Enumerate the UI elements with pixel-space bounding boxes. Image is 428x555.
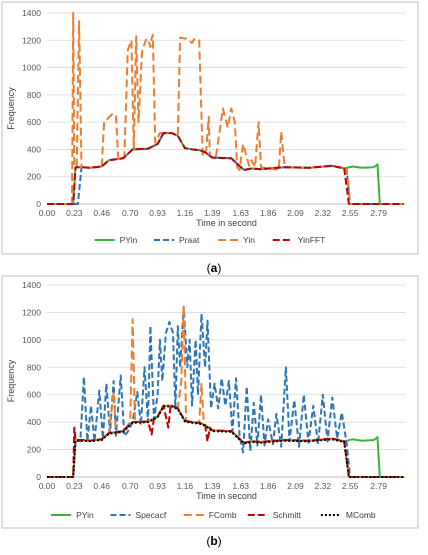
- y-tick-label: 400: [27, 417, 41, 427]
- y-tick-label: 1200: [22, 35, 41, 45]
- x-tick-label: 1.86: [260, 481, 277, 491]
- y-axis-title: Frequency: [6, 87, 16, 130]
- legend: PYin Praat Yin YinFFT: [94, 235, 326, 245]
- x-tick-label: 0.70: [122, 208, 139, 218]
- x-tick-label: 2.09: [287, 481, 304, 491]
- x-tick-label: 0.00: [39, 481, 56, 491]
- series-lines: [47, 12, 404, 205]
- x-tick-label: 1.16: [177, 481, 194, 491]
- x-tick-label: 1.63: [232, 208, 249, 218]
- x-tick-label: 1.39: [204, 208, 221, 218]
- series-line-fcomb: [47, 304, 404, 478]
- chart-panel-a: 0 200 400 600 800 1000 1200 1400 0.00 0.23 0.46 0.7…: [1, 1, 419, 255]
- x-tick-label: 0.23: [66, 481, 83, 491]
- y-tick-label: 600: [27, 390, 41, 400]
- x-tick-label: 2.55: [342, 481, 359, 491]
- y-tick-label: 1400: [22, 8, 41, 18]
- y-tick-label: 0: [36, 199, 41, 209]
- y-tick-label: 400: [27, 144, 41, 154]
- x-tick-label: 0.46: [93, 208, 110, 218]
- caption-a: (a): [207, 261, 222, 275]
- series-line-yinfft: [47, 132, 404, 205]
- legend-item-pyin: PYin: [51, 510, 94, 520]
- x-tick-label: 2.09: [287, 208, 304, 218]
- y-tick-label: 800: [27, 362, 41, 372]
- x-tick-label: 1.63: [232, 481, 249, 491]
- y-tick-label: 1000: [22, 335, 41, 345]
- legend-item-schmitt: Schmitt: [247, 510, 302, 520]
- x-tick-label: 1.86: [260, 208, 277, 218]
- series-lines: [47, 304, 404, 478]
- x-tick-label: 0.93: [149, 481, 166, 491]
- y-tick-label: 1400: [22, 280, 41, 290]
- x-tick-label: 2.79: [370, 481, 387, 491]
- y-tick-label: 200: [27, 172, 41, 182]
- x-tick-label: 2.79: [370, 208, 387, 218]
- legend-item-yinfft: YinFFT: [272, 235, 326, 245]
- x-tick-label: 0.93: [149, 208, 166, 218]
- legend-item-praat: Praat: [154, 235, 200, 245]
- y-tick-label: 1000: [22, 63, 41, 73]
- legend-label: FComb: [209, 510, 237, 520]
- legend-item-yin: Yin: [218, 235, 255, 245]
- legend-item-fcomb: FComb: [183, 510, 237, 520]
- x-tick-label: 0.00: [39, 208, 56, 218]
- legend-label: YinFFT: [298, 235, 326, 245]
- y-tick-label: 200: [27, 445, 41, 455]
- x-tick-label: 2.32: [315, 481, 332, 491]
- x-tick-label: 0.23: [66, 208, 83, 218]
- x-tick-label: 2.55: [342, 208, 359, 218]
- series-line-mcomb: [47, 405, 404, 478]
- y-tick-label: 0: [36, 472, 41, 482]
- y-axis-title: Frequency: [6, 359, 16, 402]
- x-tick-label: 2.32: [315, 208, 332, 218]
- legend-item-pyin: PYin: [94, 235, 138, 245]
- x-tick-label: 0.70: [122, 481, 139, 491]
- x-tick-label: 1.16: [177, 208, 194, 218]
- legend-label: PYin: [120, 235, 138, 245]
- y-tick-label: 600: [27, 117, 41, 127]
- legend-label: Specacf: [136, 510, 167, 520]
- legend-label: Yin: [243, 235, 255, 245]
- legend-item-mcomb: MComb: [320, 510, 376, 520]
- x-tick-label: 1.39: [204, 481, 221, 491]
- y-tick-label: 1200: [22, 307, 41, 317]
- series-line-yin: [47, 12, 404, 205]
- x-axis-title: Time in second: [196, 218, 257, 228]
- y-tick-label: 800: [27, 90, 41, 100]
- x-tick-label: 0.46: [93, 481, 110, 491]
- chart-panel-b: 0 200 400 600 800 1000 1200 1400 0.00 0.23 0.46 0.7…: [1, 275, 419, 529]
- legend-item-specacf: Specacf: [110, 510, 167, 520]
- legend-label: Schmitt: [273, 510, 302, 520]
- legend-label: PYin: [76, 510, 94, 520]
- legend: PYin Specacf FComb Schmitt MComb: [51, 510, 376, 520]
- x-axis-title: Time in second: [196, 491, 257, 501]
- legend-label: MComb: [346, 510, 376, 520]
- caption-b: (b): [206, 534, 221, 548]
- legend-label: Praat: [179, 235, 200, 245]
